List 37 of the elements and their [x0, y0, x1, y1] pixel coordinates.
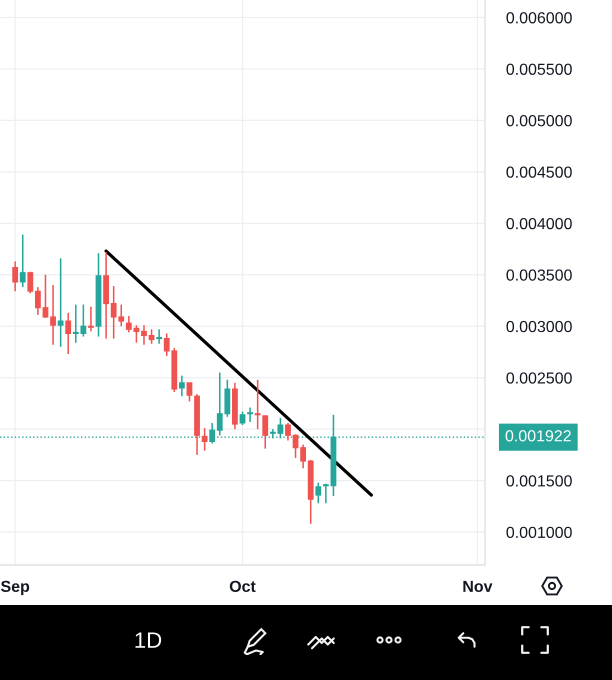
candlestick — [88, 306, 94, 332]
y-tick-label: 0.004000 — [506, 218, 572, 230]
ref-line-label: 0.001922 — [506, 430, 571, 442]
y-tick-label: 0.006000 — [506, 12, 572, 24]
candlestick — [178, 374, 185, 397]
x-tick-label: Nov — [463, 580, 492, 592]
x-tick-label: Oct — [230, 580, 256, 592]
y-tick-label: 0.005500 — [506, 64, 572, 75]
candlestick — [118, 304, 124, 328]
y-tick-label: 0.003500 — [506, 269, 572, 281]
candlestick — [164, 332, 170, 357]
candlestick — [202, 427, 208, 452]
candlestick — [58, 258, 64, 348]
candlestick — [277, 417, 284, 440]
x-tick-label: Sep — [0, 580, 30, 596]
candlestick — [12, 260, 18, 292]
candlestick — [80, 304, 86, 338]
y-tick-label: 0.005000 — [506, 115, 572, 126]
y-tick-label: 0.004500 — [506, 166, 572, 178]
candlestick — [262, 415, 268, 450]
y-tick-label: 0.001500 — [506, 475, 572, 487]
candlestick — [27, 270, 34, 294]
candlestick — [315, 482, 322, 504]
y-tick-label: 0.001000 — [506, 526, 572, 538]
y-tick-label: 0.002500 — [506, 372, 572, 384]
candlestick — [110, 285, 117, 340]
candlestick — [72, 304, 79, 344]
candlestick — [186, 382, 192, 402]
candlestick — [65, 312, 72, 355]
candlestick — [156, 328, 162, 344]
candlestick — [20, 234, 26, 288]
candlestick — [209, 422, 216, 444]
candlestick — [254, 378, 261, 430]
candlestick — [216, 372, 223, 436]
text: 1D — [135, 632, 162, 648]
y-tick-label: 0.003000 — [506, 320, 572, 332]
candlestick — [126, 315, 132, 334]
